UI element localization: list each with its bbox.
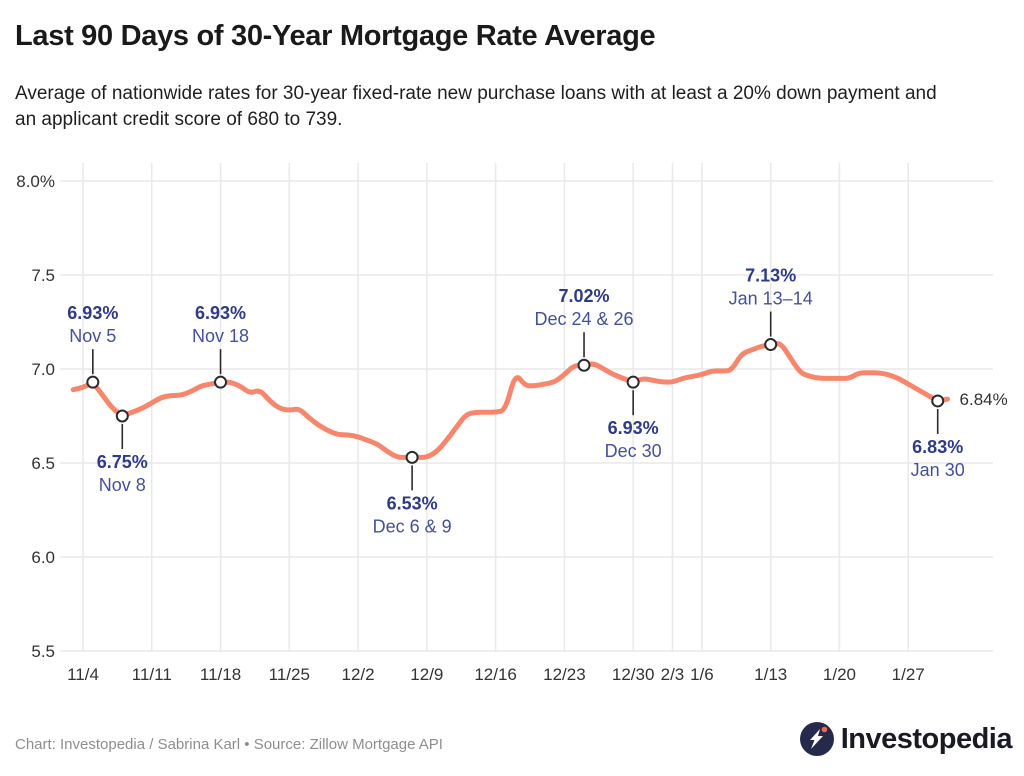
annotation-date-label: Nov 5 — [69, 326, 116, 346]
data-point-marker[interactable] — [86, 375, 100, 389]
investopedia-logo: Investopedia — [799, 719, 1013, 759]
chart-canvas[interactable]: 8.0% 7.5 7.0 6.5 6.0 5.5 11/4 11/11 11/18 11/25 12… — [0, 150, 1024, 695]
annotation-value-label: 6.83% — [912, 437, 963, 457]
y-axis-tick-label: 5.5 — [31, 642, 55, 661]
data-point-marker[interactable] — [405, 450, 419, 464]
x-axis-tick-label: 1/27 — [892, 665, 925, 684]
x-axis-tick-label: 11/11 — [132, 665, 172, 684]
chart-credit: Chart: Investopedia / Sabrina Karl • Sou… — [15, 736, 443, 753]
y-axis-tick-label: 8.0% — [16, 172, 55, 191]
x-axis-tick-label: 12/30 — [612, 665, 655, 684]
annotation-value-label: 7.13% — [745, 266, 796, 286]
annotation-value-label: 6.75% — [97, 452, 148, 472]
y-axis-tick-label: 7.0 — [31, 360, 55, 379]
annotation-date-label: Jan 30 — [911, 460, 965, 480]
annotation-date-label: Jan 13–14 — [729, 289, 813, 309]
mortgage-rate-chart: 8.0% 7.5 7.0 6.5 6.0 5.5 11/4 11/11 11/18 11/25 12… — [0, 150, 1024, 695]
annotation-value-label: 6.53% — [387, 493, 438, 513]
end-value-label: 6.84% — [960, 390, 1008, 409]
x-axis-tick-label: 12/16 — [474, 665, 517, 684]
y-axis-tick-label: 7.5 — [31, 266, 55, 285]
data-point-marker[interactable] — [764, 338, 778, 352]
annotation-value-label: 6.93% — [67, 303, 118, 323]
annotation-date-label: Dec 30 — [605, 441, 662, 461]
investopedia-logo-icon — [799, 722, 834, 756]
mortgage-rate-line — [70, 341, 951, 460]
chart-subtitle: Average of nationwide rates for 30-year … — [15, 83, 937, 130]
data-point-marker[interactable] — [577, 358, 591, 372]
data-point-marker[interactable] — [115, 409, 129, 423]
x-axis-tick-label: 12/9 — [410, 665, 443, 684]
y-axis-tick-label: 6.0 — [31, 548, 55, 567]
annotation-date-label: Nov 8 — [99, 475, 146, 495]
data-point-marker[interactable] — [626, 375, 640, 389]
x-axis-tick-label: 2/3 — [661, 665, 685, 684]
x-axis-tick-label: 1/20 — [823, 665, 856, 684]
x-axis-tick-label: 11/18 — [200, 665, 241, 684]
x-axis-tick-label: 12/2 — [342, 665, 375, 684]
annotation-value-label: 6.93% — [608, 418, 659, 438]
x-axis-tick-label: 11/25 — [269, 665, 310, 684]
annotation-value-label: 6.93% — [195, 303, 246, 323]
x-axis-tick-label: 1/13 — [754, 665, 787, 684]
annotation-date-label: Nov 18 — [192, 326, 249, 346]
annotation-value-label: 7.02% — [559, 286, 610, 306]
annotation-date-label: Dec 24 & 26 — [535, 309, 634, 329]
y-axis-tick-label: 6.5 — [31, 454, 55, 473]
x-axis-tick-label: 11/4 — [67, 665, 99, 684]
investopedia-wordmark: Investopedia — [840, 722, 1013, 755]
x-axis-tick-label: 1/6 — [690, 665, 714, 684]
data-point-marker[interactable] — [214, 375, 228, 389]
page-title: Last 90 Days of 30-Year Mortgage Rate Av… — [15, 20, 656, 52]
annotation-date-label: Dec 6 & 9 — [373, 516, 452, 536]
x-axis-tick-label: 12/23 — [543, 665, 586, 684]
data-point-marker[interactable] — [931, 394, 945, 408]
